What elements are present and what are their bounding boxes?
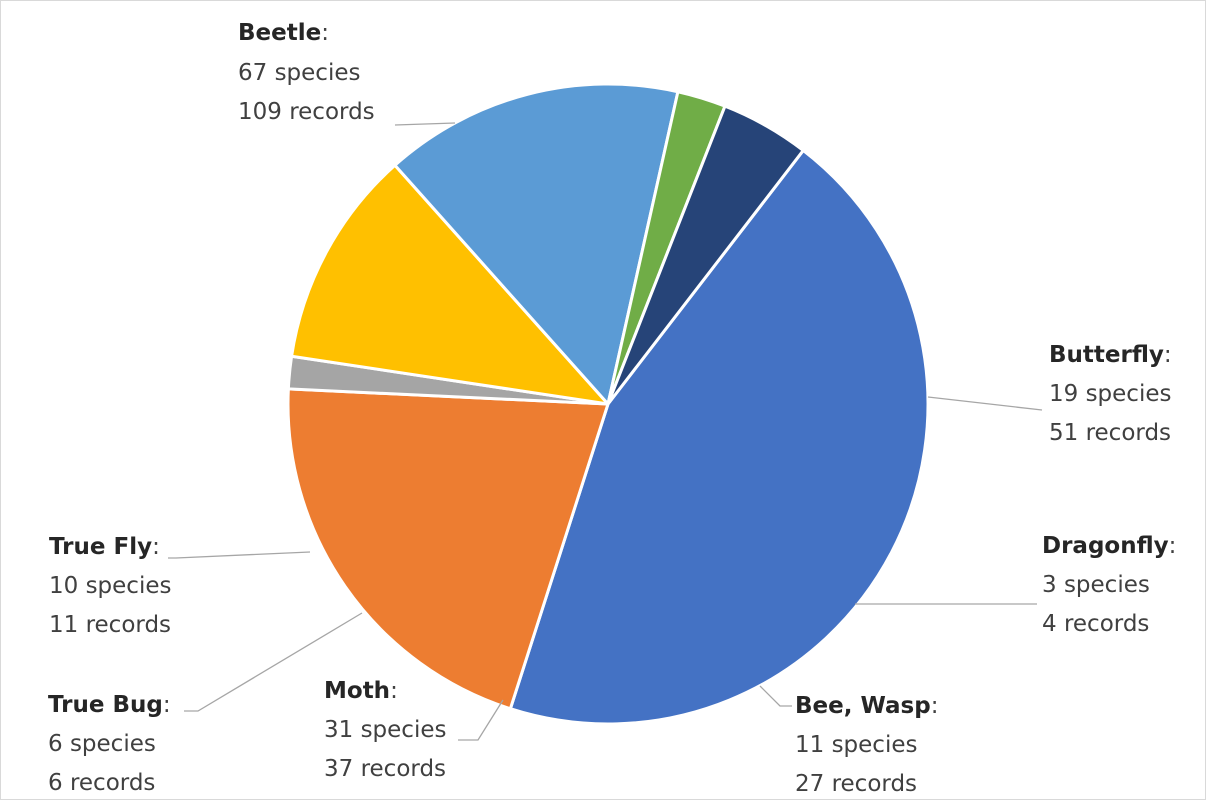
leader-true-fly (168, 551, 311, 559)
label-true-fly: True Fly: 10 species 11 records (49, 534, 179, 638)
label-true-fly-name: True Fly (49, 534, 152, 560)
label-butterfly-species: 19 species (1049, 381, 1171, 407)
label-dragonfly-records: 4 records (1042, 611, 1149, 637)
slice-bee-wasp (290, 163, 610, 406)
label-bee-wasp-species: 11 species (795, 732, 917, 758)
leader-butterfly (927, 396, 1043, 411)
label-beetle-records: 109 records (238, 99, 375, 125)
label-beetle-species: 67 species (238, 60, 360, 86)
label-moth-species: 31 species (324, 717, 446, 743)
label-bee-wasp-records: 27 records (795, 771, 917, 797)
label-beetle: Beetle: 67 species 109 records (238, 20, 375, 125)
label-butterfly: Butterfly: 19 species 51 records (1049, 342, 1179, 446)
leader-moth (458, 699, 504, 741)
leader-beetle (394, 122, 456, 126)
label-beetle-name: Beetle (238, 20, 321, 46)
label-bee-wasp: Bee, Wasp: 11 species 27 records (795, 693, 946, 797)
label-true-bug-name: True Bug (48, 692, 163, 718)
label-true-bug: True Bug: 6 species 6 records (48, 692, 178, 796)
leader-bee-wasp (759, 685, 792, 707)
label-butterfly-records: 51 records (1049, 420, 1171, 446)
pie-slices (286, 82, 930, 726)
label-true-bug-species: 6 species (48, 731, 156, 757)
label-dragonfly-name: Dragonfly (1042, 533, 1169, 559)
label-moth-records: 37 records (324, 756, 446, 782)
slice-moth (393, 82, 680, 406)
label-dragonfly-species: 3 species (1042, 572, 1150, 598)
slice-true-fly (606, 104, 805, 406)
slice-beetle (508, 148, 930, 726)
leader-lines (168, 122, 1043, 741)
leader-true-bug (184, 612, 363, 712)
label-true-fly-species: 10 species (49, 573, 171, 599)
data-labels: Beetle: 67 species 109 records Butterfly… (48, 20, 1184, 797)
label-dragonfly: Dragonfly: 3 species 4 records (1042, 533, 1184, 637)
slice-butterfly (286, 387, 610, 711)
label-moth-name: Moth (324, 678, 390, 704)
label-moth: Moth: 31 species 37 records (324, 678, 454, 782)
label-true-fly-records: 11 records (49, 612, 171, 638)
label-true-bug-records: 6 records (48, 770, 155, 796)
label-butterfly-name: Butterfly (1049, 342, 1164, 368)
label-bee-wasp-name: Bee, Wasp (795, 693, 931, 719)
